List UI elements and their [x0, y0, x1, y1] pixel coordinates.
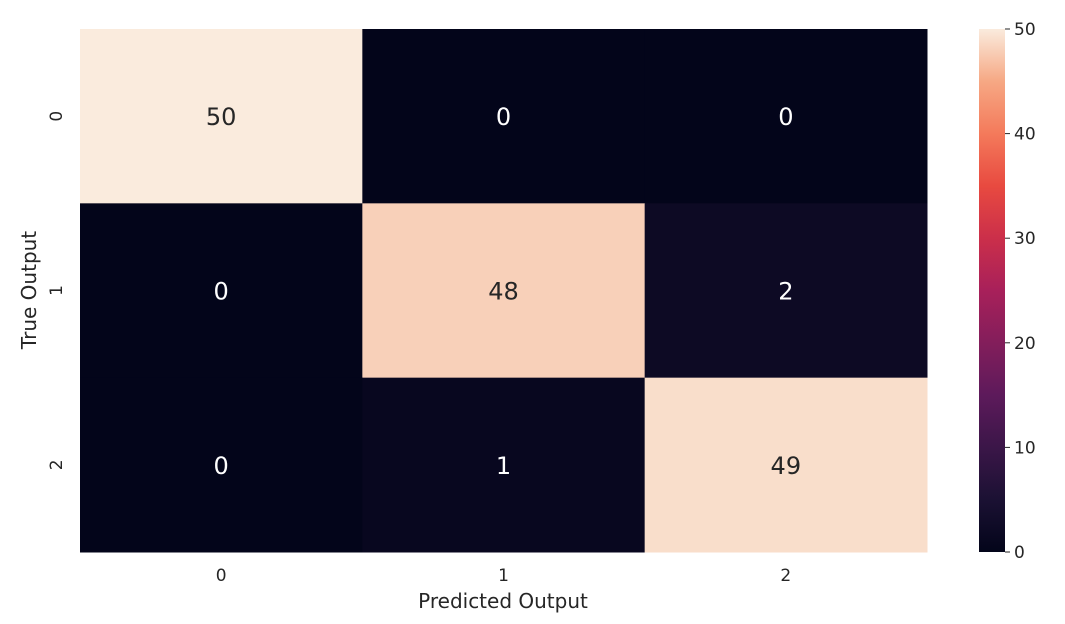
colorbar-tick-label: 10 [1014, 438, 1036, 458]
colorbar-tick-label: 20 [1014, 334, 1036, 354]
cell-value-label-0-0: 50 [206, 103, 237, 131]
colorbar-tick-label: 40 [1014, 125, 1036, 145]
y-axis-label: True Output [17, 231, 41, 350]
cell-value-label-0-1: 0 [496, 103, 511, 131]
heatmap-cell-0-1 [362, 29, 646, 204]
colorbar-tick-label: 0 [1014, 543, 1025, 563]
colorbar-ticks: 0 10 20 30 40 50 [1005, 20, 1036, 563]
heatmap-cells: 50 0 0 0 48 2 0 1 49 [80, 29, 928, 553]
x-tick-label: 1 [498, 566, 509, 586]
heatmap-cell-1-1 [362, 203, 646, 379]
x-tick-label: 2 [780, 566, 791, 586]
y-tick-label: 2 [47, 459, 67, 470]
heatmap-cell-0-0 [80, 29, 363, 204]
cell-value-label-0-2: 0 [778, 103, 793, 131]
colorbar: 0 10 20 30 40 50 [979, 20, 1036, 563]
cell-value-label-1-1: 48 [488, 278, 519, 306]
y-tick-label: 1 [47, 285, 67, 296]
heatmap-cell-1-2 [644, 203, 928, 379]
heatmap-cell-2-0 [80, 377, 363, 553]
cell-value-label-1-2: 2 [778, 278, 793, 306]
cell-value-label-2-1: 1 [496, 452, 511, 480]
x-tick-label: 0 [216, 566, 227, 586]
cell-value-label-1-0: 0 [214, 278, 229, 306]
cell-value-label-2-2: 49 [771, 452, 802, 480]
x-axis-label: Predicted Output [418, 589, 588, 613]
cell-value-label-2-0: 0 [214, 452, 229, 480]
colorbar-tick-label: 30 [1014, 229, 1036, 249]
y-tick-label: 0 [47, 111, 67, 122]
x-axis-ticks: 0 1 2 [216, 566, 791, 586]
heatmap-cell-0-2 [644, 29, 928, 204]
colorbar-gradient [979, 29, 1005, 552]
colorbar-tick-label: 50 [1014, 20, 1036, 40]
heatmap-cell-1-0 [80, 203, 363, 379]
y-axis-ticks: 0 1 2 [47, 111, 67, 470]
heatmap-cell-2-1 [362, 377, 646, 553]
heatmap-cell-2-2 [644, 377, 928, 553]
